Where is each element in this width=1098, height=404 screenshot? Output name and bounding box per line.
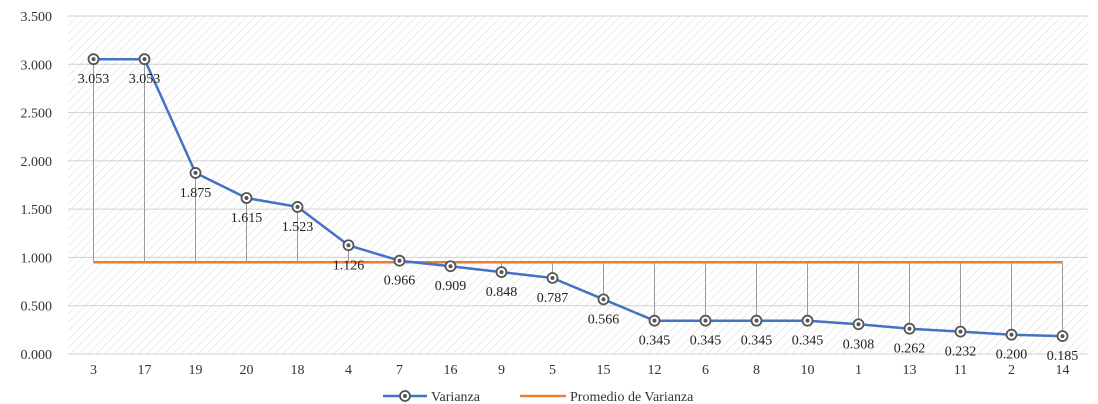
x-tick-label: 4 [345, 363, 352, 378]
y-tick-label: 0.500 [21, 300, 53, 315]
y-tick-label: 2.000 [21, 155, 53, 170]
x-tick-label: 6 [702, 363, 709, 378]
data-labels: 3.053 3.053 1.875 1.615 1.523 1.126 0.966 0.909… [78, 72, 1079, 364]
data-label: 0.966 [384, 274, 416, 289]
y-tick-label: 2.500 [21, 107, 53, 122]
data-label: 0.200 [996, 348, 1028, 363]
data-label: 1.523 [282, 220, 314, 235]
data-point-dot [499, 270, 504, 275]
x-tick-label: 11 [954, 363, 967, 378]
data-point-dot [856, 322, 861, 327]
data-point-dot [1009, 332, 1014, 337]
x-axis: 3 17 19 20 18 4 7 16 9 5 15 12 6 8 10 1 13 11 2 14 [90, 363, 1070, 378]
data-point-dot [805, 318, 810, 323]
y-tick-label: 3.500 [21, 10, 53, 25]
x-tick-label: 8 [753, 363, 760, 378]
data-label: 1.126 [333, 258, 365, 273]
legend-label-promedio-de-varianza: Promedio de Varianza [570, 390, 694, 404]
plot-background [68, 16, 1088, 354]
gridlines [68, 15, 1088, 355]
data-point-dot [754, 318, 759, 323]
data-label: 0.308 [843, 337, 875, 352]
x-tick-label: 14 [1056, 363, 1070, 378]
data-point-dot [1060, 334, 1065, 339]
data-point-dot [193, 170, 198, 175]
data-point-dot [652, 318, 657, 323]
data-point-dot [346, 243, 351, 248]
data-label: 0.232 [945, 345, 977, 360]
x-tick-label: 7 [396, 363, 403, 378]
y-tick-label: 0.000 [21, 348, 53, 363]
x-tick-label: 2 [1008, 363, 1015, 378]
x-tick-label: 3 [90, 363, 97, 378]
legend: Varianza Promedio de Varianza [383, 390, 694, 404]
data-point-dot [397, 258, 402, 263]
legend-item-promedio-de-varianza: Promedio de Varianza [520, 390, 694, 404]
y-tick-label: 1.500 [21, 203, 53, 218]
series-varianza [87, 53, 1069, 343]
x-tick-label: 17 [138, 363, 152, 378]
data-point-dot [601, 297, 606, 302]
data-point-dot [907, 326, 912, 331]
y-tick-label: 3.000 [21, 58, 53, 73]
legend-marker-dot-varianza [403, 394, 407, 398]
data-point-dot [958, 329, 963, 334]
legend-item-varianza: Varianza [383, 390, 481, 404]
data-point-dot [244, 196, 249, 201]
data-point-dot [703, 318, 708, 323]
data-label: 0.262 [894, 342, 926, 357]
x-tick-label: 5 [549, 363, 556, 378]
data-point-dot [550, 275, 555, 280]
x-tick-label: 12 [648, 363, 662, 378]
x-tick-label: 1 [855, 363, 862, 378]
x-tick-label: 16 [444, 363, 458, 378]
x-tick-label: 13 [903, 363, 917, 378]
x-tick-label: 18 [291, 363, 305, 378]
data-label: 0.566 [588, 312, 620, 327]
y-tick-label: 1.000 [21, 251, 53, 266]
data-label: 0.345 [690, 334, 722, 349]
x-tick-label: 15 [597, 363, 611, 378]
drop-lines [93, 59, 1063, 337]
series-line [93, 57, 1063, 338]
data-label: 0.787 [537, 291, 569, 306]
data-label: 3.053 [78, 72, 110, 87]
data-point-dot [295, 204, 300, 209]
data-point-dot [91, 57, 96, 62]
x-tick-label: 9 [498, 363, 505, 378]
data-label: 0.848 [486, 285, 518, 300]
legend-label-varianza: Varianza [431, 390, 481, 404]
data-label: 0.185 [1047, 349, 1079, 364]
data-label: 0.345 [639, 334, 671, 349]
x-tick-label: 20 [240, 363, 254, 378]
y-axis: 0.000 0.500 1.000 1.500 2.000 2.500 3.000 3.500 [21, 10, 53, 363]
data-point-dot [142, 57, 147, 62]
x-tick-label: 10 [801, 363, 815, 378]
data-label: 0.909 [435, 279, 467, 294]
data-label: 1.875 [180, 186, 212, 201]
data-label: 3.053 [129, 72, 161, 87]
data-label: 0.345 [792, 334, 824, 349]
data-label: 1.615 [231, 211, 263, 226]
data-label: 0.345 [741, 334, 773, 349]
data-point-dot [448, 264, 453, 269]
x-tick-label: 19 [189, 363, 203, 378]
